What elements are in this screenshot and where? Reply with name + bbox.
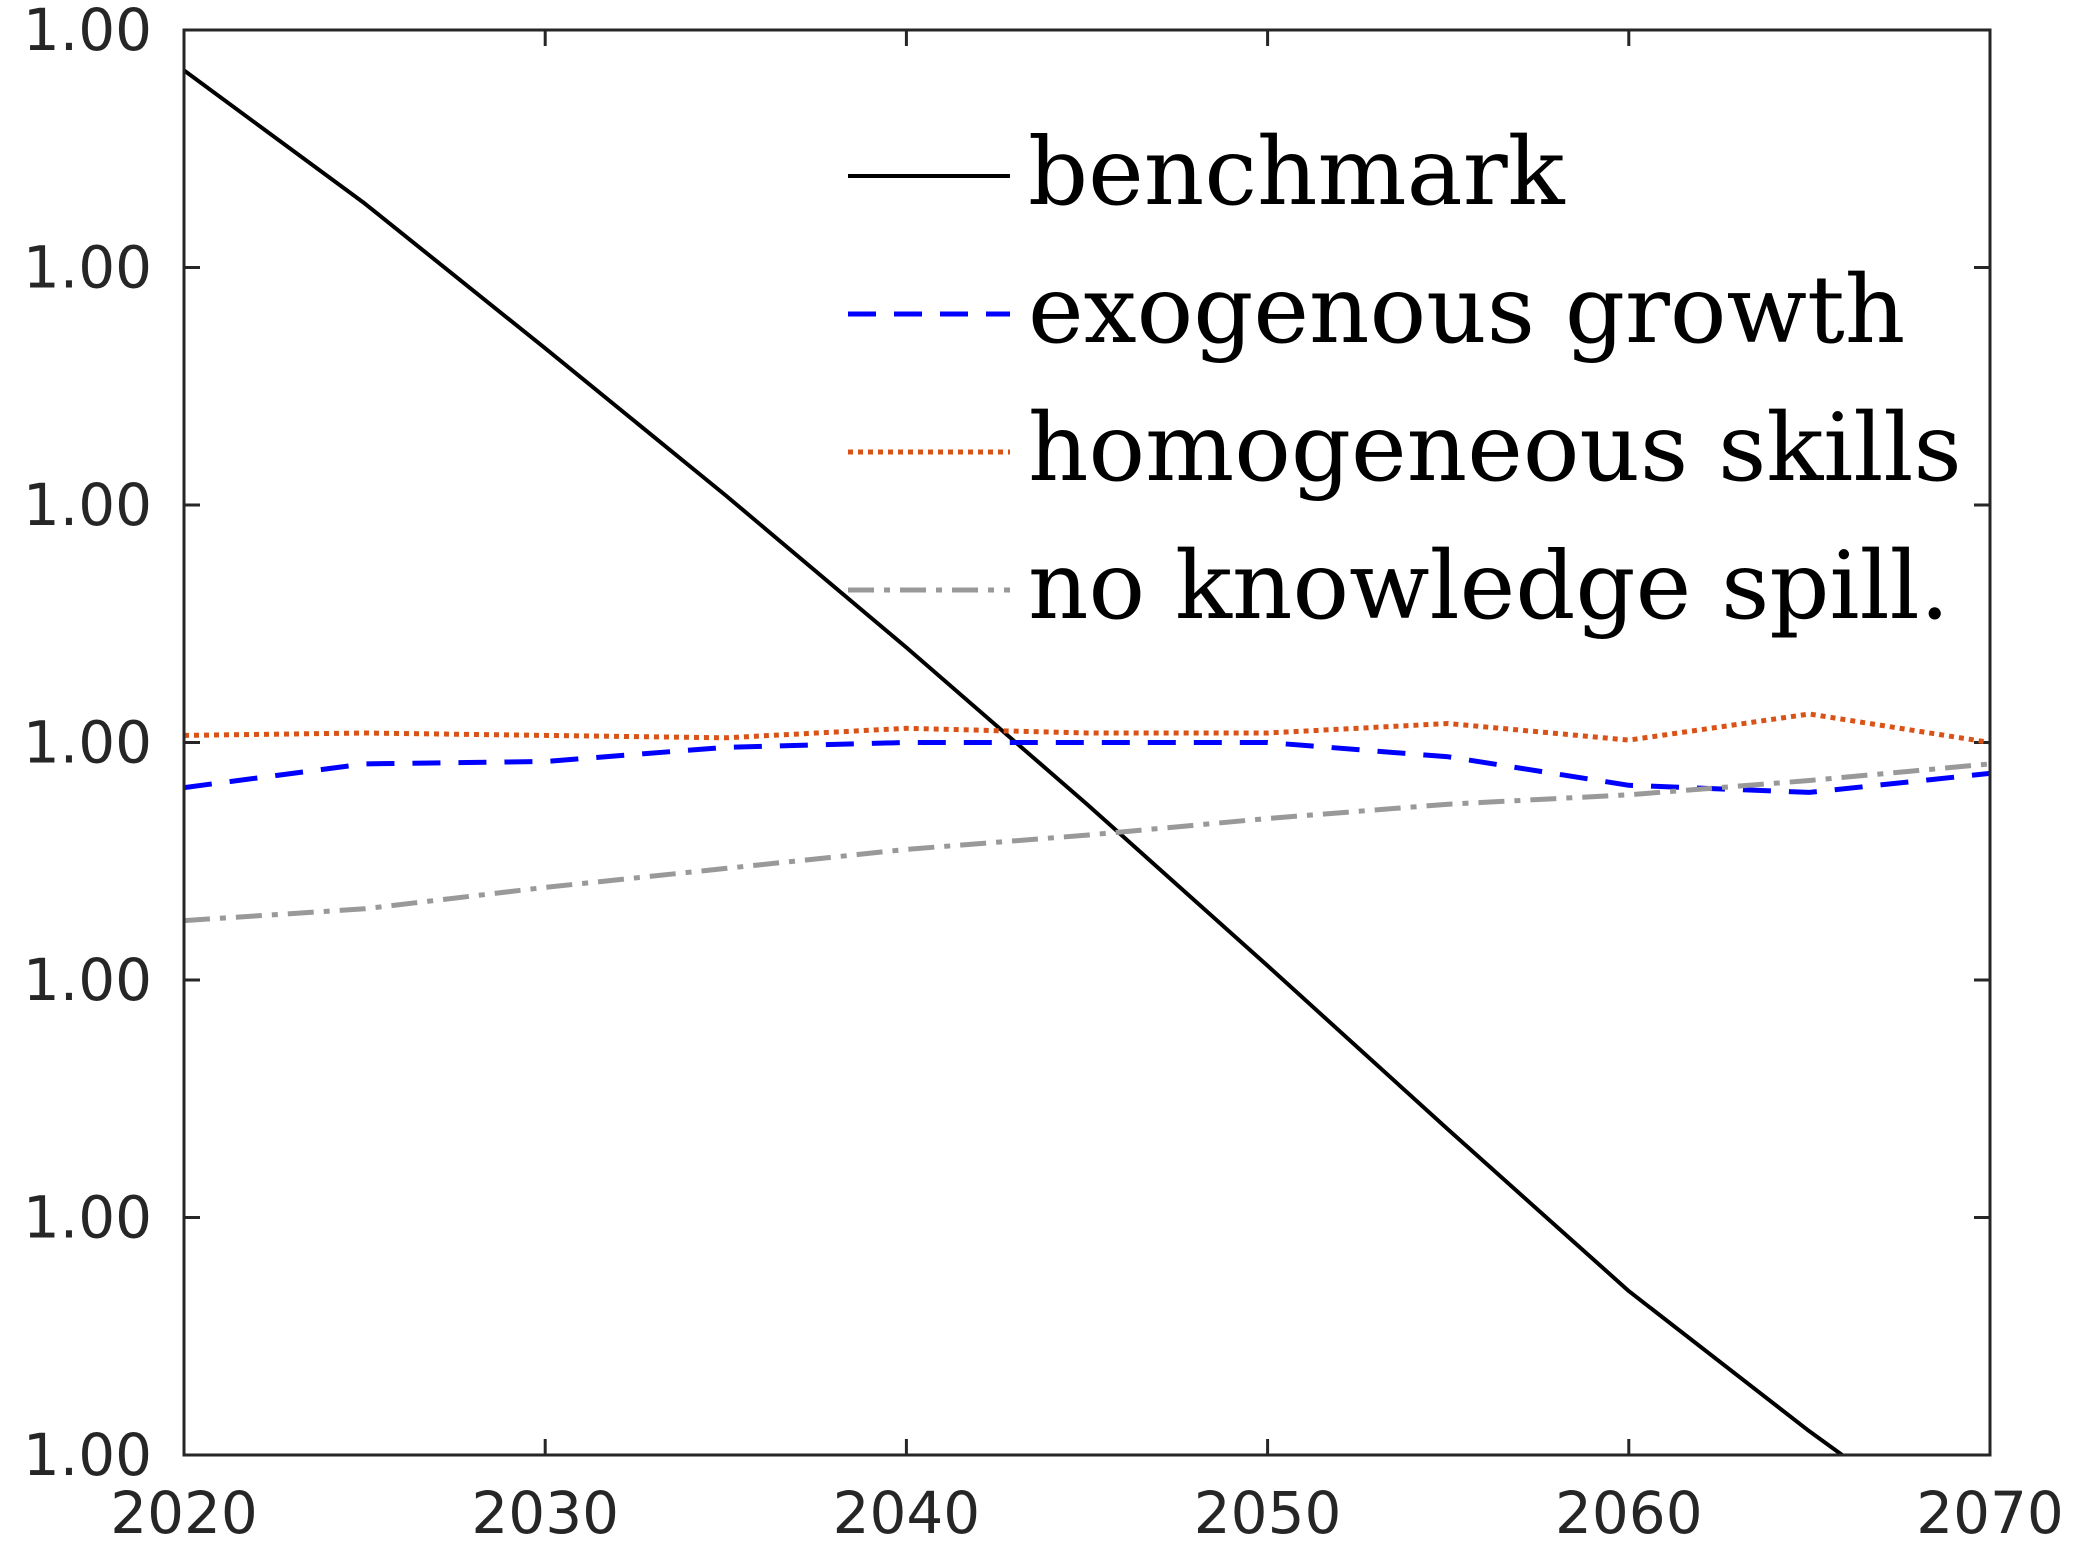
legend-label: no knowledge spill.	[1028, 532, 1950, 641]
series-line-exogenous-growth	[184, 740, 1990, 795]
legend-label: benchmark	[1028, 118, 1566, 227]
legend-label: exogenous growth	[1028, 256, 1905, 365]
y-tick-label: 1.00	[23, 234, 152, 302]
x-axis-tick-labels: 2020 2030 2040 2050 2060 2070	[110, 1479, 2064, 1547]
x-tick-label: 2040	[833, 1479, 981, 1547]
y-tick-label: 1.00	[23, 1184, 152, 1252]
y-tick-label: 1.00	[23, 471, 152, 539]
x-tick-label: 2060	[1555, 1479, 1703, 1547]
series-lines	[184, 68, 1990, 1455]
x-tick-label: 2050	[1194, 1479, 1342, 1547]
legend-label: homogeneous skills	[1028, 394, 1962, 503]
plot-area-background	[184, 30, 1990, 1455]
y-tick-label: 1.00	[23, 946, 152, 1014]
x-tick-label: 2070	[1916, 1479, 2064, 1547]
y-tick-label: 1.00	[23, 0, 152, 64]
plot-area-frame	[182, 28, 1992, 1457]
y-axis-tick-labels: 1.00 1.00 1.00 1.00 1.00 1.00 1.00	[23, 0, 152, 1489]
legend: benchmark exogenous growth homogeneous ski…	[848, 118, 1962, 641]
series-line-benchmark	[184, 68, 1846, 1455]
series-line-homogeneous-skills	[184, 711, 1990, 745]
y-tick-label: 1.00	[23, 1421, 152, 1489]
series-line-no-knowledge-spill	[184, 761, 1990, 924]
x-tick-label: 2030	[471, 1479, 619, 1547]
x-tick-label: 2020	[110, 1479, 258, 1547]
y-tick-label: 1.00	[23, 709, 152, 777]
